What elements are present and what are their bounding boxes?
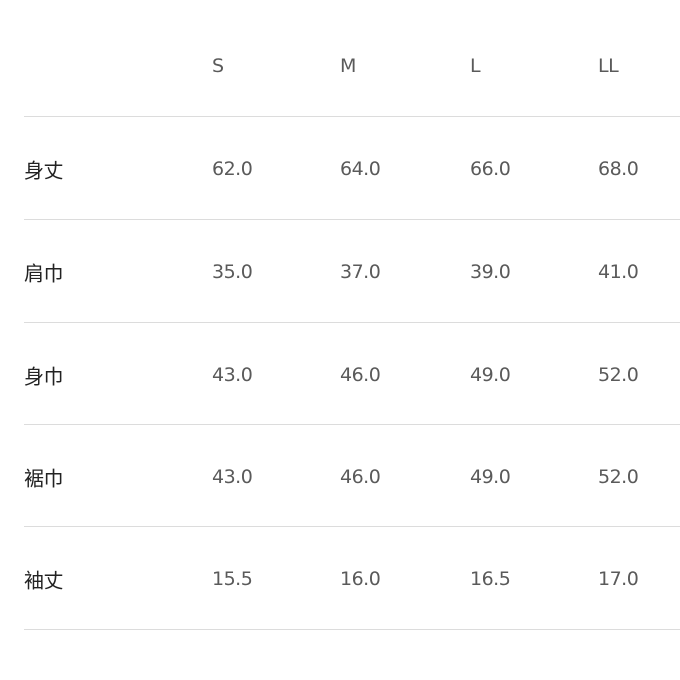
measurement-cell: 52.0 bbox=[598, 363, 639, 386]
measurement-cell: 16.0 bbox=[340, 567, 381, 590]
row-label: 裾巾 bbox=[24, 466, 64, 490]
row-label: 肩巾 bbox=[24, 261, 64, 285]
measurement-cell: 15.5 bbox=[212, 567, 253, 590]
measurement-cell: 62.0 bbox=[212, 157, 253, 180]
table-row: 裾巾 43.0 46.0 49.0 52.0 bbox=[24, 424, 680, 528]
measurement-cell: 41.0 bbox=[598, 260, 639, 283]
table-bottom-divider bbox=[24, 629, 680, 630]
header-size: LL bbox=[598, 54, 619, 77]
measurement-cell: 43.0 bbox=[212, 465, 253, 488]
measurement-cell: 39.0 bbox=[470, 260, 511, 283]
measurement-cell: 49.0 bbox=[470, 465, 511, 488]
row-label: 袖丈 bbox=[24, 568, 64, 592]
table-row: 袖丈 15.5 16.0 16.5 17.0 bbox=[24, 526, 680, 630]
measurement-cell: 68.0 bbox=[598, 157, 639, 180]
measurement-cell: 52.0 bbox=[598, 465, 639, 488]
row-label: 身丈 bbox=[24, 158, 64, 182]
measurement-cell: 17.0 bbox=[598, 567, 639, 590]
header-size: S bbox=[212, 54, 224, 77]
measurement-cell: 37.0 bbox=[340, 260, 381, 283]
table-row: 肩巾 35.0 37.0 39.0 41.0 bbox=[24, 219, 680, 323]
header-row: S M L LL bbox=[24, 14, 680, 117]
table-row: 身巾 43.0 46.0 49.0 52.0 bbox=[24, 322, 680, 426]
header-size: L bbox=[470, 54, 481, 77]
header-size: M bbox=[340, 54, 356, 77]
measurement-cell: 35.0 bbox=[212, 260, 253, 283]
measurement-cell: 49.0 bbox=[470, 363, 511, 386]
row-label: 身巾 bbox=[24, 364, 64, 388]
measurement-cell: 43.0 bbox=[212, 363, 253, 386]
measurement-cell: 46.0 bbox=[340, 465, 381, 488]
measurement-cell: 16.5 bbox=[470, 567, 511, 590]
measurement-cell: 66.0 bbox=[470, 157, 511, 180]
measurement-cell: 46.0 bbox=[340, 363, 381, 386]
table-row: 身丈 62.0 64.0 66.0 68.0 bbox=[24, 116, 680, 220]
measurement-cell: 64.0 bbox=[340, 157, 381, 180]
